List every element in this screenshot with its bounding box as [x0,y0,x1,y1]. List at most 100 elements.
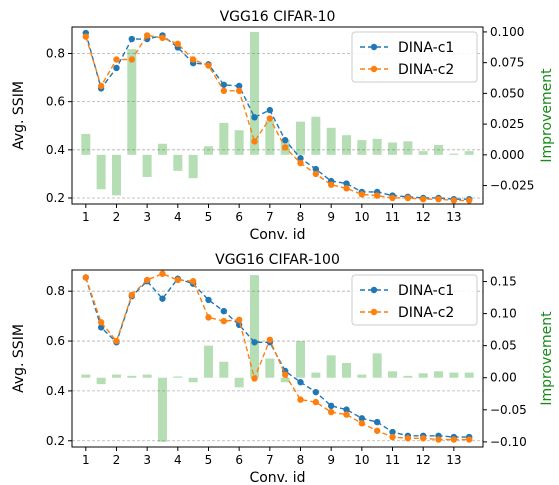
improvement-bar [296,341,306,378]
data-point [281,144,289,151]
improvement-bar [296,121,306,155]
x-tick-label: 5 [205,453,213,467]
improvement-bar [96,154,106,190]
data-point [450,197,458,204]
data-point [281,371,289,378]
data-point [343,180,350,187]
y2-tick-label: −0.025 [490,179,534,193]
legend-label: DINA-c2 [398,62,454,78]
improvement-bar [111,154,121,196]
improvement-bar [111,374,121,378]
data-point [373,427,381,434]
data-point [97,324,105,331]
x-tick-label: 13 [446,453,461,467]
x-tick-label: 6 [235,453,243,467]
y2-tick-label: 0.100 [490,25,524,39]
data-point [358,415,366,422]
data-point [343,406,350,413]
improvement-bar [326,127,336,155]
chart-title: VGG16 CIFAR-100 [215,252,340,268]
data-point [389,433,396,441]
improvement-bar [342,135,352,155]
y2-tick-label: 0.025 [490,117,524,131]
improvement-bar [265,120,275,155]
data-point [297,155,304,162]
data-point [404,435,412,442]
improvement-bar [449,372,459,378]
data-point [389,428,396,436]
y-axis-label: Avg. SSIM [11,81,27,150]
improvement-bar [403,375,413,378]
data-point [143,32,151,39]
x-tick-label: 11 [385,453,400,467]
x-tick-label: 5 [205,210,213,224]
improvement-bar [81,374,91,378]
improvement-bar [388,371,398,378]
improvement-bar [219,122,229,155]
y-tick-label: 0.8 [46,284,65,298]
data-point [174,40,182,48]
x-tick-label: 7 [266,453,274,467]
data-point [220,87,228,95]
improvement-bar [188,154,198,179]
data-point [97,319,105,326]
improvement-bar [449,153,459,155]
improvement-bar [249,275,259,378]
x-tick-label: 3 [143,453,151,467]
y2-tick-label: −0.10 [490,435,527,449]
data-point [159,270,166,277]
improvement-bar [372,138,382,155]
data-point [358,420,366,427]
improvement-bar [434,371,444,378]
y2-tick-label: 0.10 [490,307,517,321]
improvement-bar [142,374,152,378]
data-point [266,106,274,114]
improvement-bar [234,130,244,155]
x-axis-label: Conv. id [249,227,305,243]
y2-tick-label: 0.00 [490,371,517,385]
data-point [113,56,120,63]
y2-axis-label: Improvement [539,311,555,406]
improvement-bar [388,142,398,155]
improvement-bar [219,361,229,378]
improvement-bar [203,146,213,155]
plot-frame [71,26,484,205]
data-point [343,411,350,418]
data-point [465,436,473,443]
legend-box [351,31,478,83]
data-point [205,62,212,69]
improvement-bar [188,377,198,383]
data-point [220,317,228,325]
x-tick-label: 4 [174,453,182,467]
improvement-bar [157,377,167,442]
data-point [312,170,320,178]
x-tick-label: 10 [354,453,369,467]
x-tick-label: 1 [82,453,90,467]
improvement-bar [357,374,367,378]
improvement-bar [234,377,244,388]
data-point [297,159,304,167]
improvement-bar [96,377,106,385]
data-point [251,339,258,346]
data-point [465,197,473,204]
improvement-bar [142,154,152,177]
improvement-bar [311,116,321,155]
data-point [128,291,136,299]
improvement-bar [157,143,167,155]
data-point [235,316,243,324]
data-point [266,336,274,344]
improvement-bar [265,358,275,378]
data-point [220,81,228,88]
data-point [128,35,136,43]
series-line-dina-c1 [85,277,470,438]
improvement-bar [173,154,183,171]
data-point [251,375,258,382]
data-point [281,136,289,144]
legend-label: DINA-c2 [398,305,454,321]
improvement-bar [326,355,336,378]
data-point [113,64,120,72]
y2-tick-label: −0.05 [490,403,527,417]
data-point [312,165,320,173]
improvement-bar [464,151,474,155]
